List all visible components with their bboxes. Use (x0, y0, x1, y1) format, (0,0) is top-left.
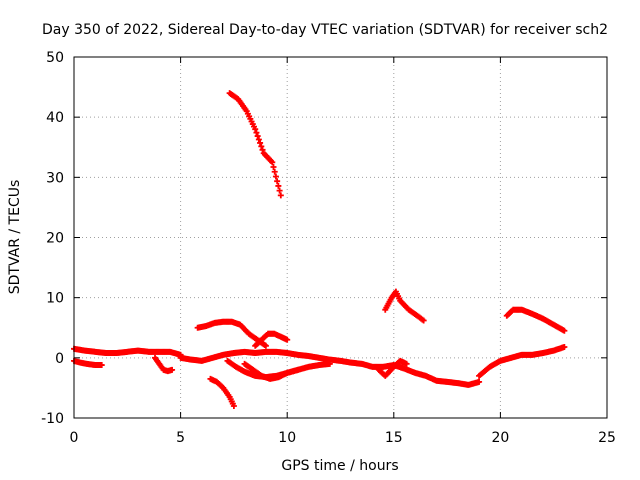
data-point (262, 342, 269, 349)
x-axis-label: GPS time / hours (281, 458, 398, 474)
data-point (294, 366, 301, 373)
data-point (252, 126, 259, 133)
y-tick-label: -10 (41, 411, 64, 427)
data-marks (71, 90, 568, 409)
y-tick-label: 40 (46, 110, 64, 126)
y-tick-label: 10 (46, 291, 64, 307)
data-point (272, 173, 279, 180)
data-point (255, 136, 262, 143)
data-point (561, 327, 568, 334)
data-point (230, 402, 237, 409)
x-tick-label: 10 (278, 430, 296, 446)
series-track-12 (476, 344, 568, 379)
series-track-10 (226, 90, 284, 199)
series-track-14 (375, 357, 410, 379)
data-point (169, 366, 176, 373)
data-point (271, 168, 278, 175)
data-point (403, 360, 410, 367)
series-track-5 (194, 318, 269, 349)
series-track-3 (152, 354, 176, 375)
data-point (98, 362, 105, 369)
data-point (257, 139, 264, 146)
data-point (269, 159, 276, 166)
data-point (276, 187, 283, 194)
series-track-2 (71, 357, 105, 369)
data-point (253, 129, 260, 136)
data-point (270, 164, 277, 171)
series-track-11 (382, 288, 427, 324)
x-tick-label: 0 (70, 430, 79, 446)
chart-title: Day 350 of 2022, Sidereal Day-to-day VTE… (42, 22, 608, 38)
x-tick-label: 15 (385, 430, 403, 446)
data-point (254, 133, 261, 140)
x-tick-label: 25 (598, 430, 616, 446)
x-tick-label: 20 (491, 430, 509, 446)
data-point (259, 146, 266, 153)
data-point (476, 378, 483, 385)
series-track-13 (503, 306, 568, 334)
data-point (275, 182, 282, 189)
data-point (284, 336, 291, 343)
series-track-1 (71, 345, 184, 358)
y-tick-label: 0 (55, 351, 64, 367)
data-point (326, 360, 333, 367)
data-point (258, 143, 265, 150)
series-track-6 (252, 330, 291, 349)
y-tick-label: 50 (46, 50, 64, 66)
data-point (277, 192, 284, 199)
data-point (420, 317, 427, 324)
y-tick-label: 30 (46, 170, 64, 186)
y-axis-label: SDTVAR / TECUs (7, 180, 23, 295)
y-tick-label: 20 (46, 231, 64, 247)
data-point (274, 178, 281, 185)
series-track-9 (207, 375, 237, 409)
axis-ticks: 0 5 10 15 20 25 -10 0 10 20 30 40 50 (41, 50, 616, 446)
x-tick-label: 5 (176, 430, 185, 446)
series-track-8 (241, 360, 301, 382)
series-track-4 (177, 348, 483, 388)
data-point (561, 344, 568, 351)
